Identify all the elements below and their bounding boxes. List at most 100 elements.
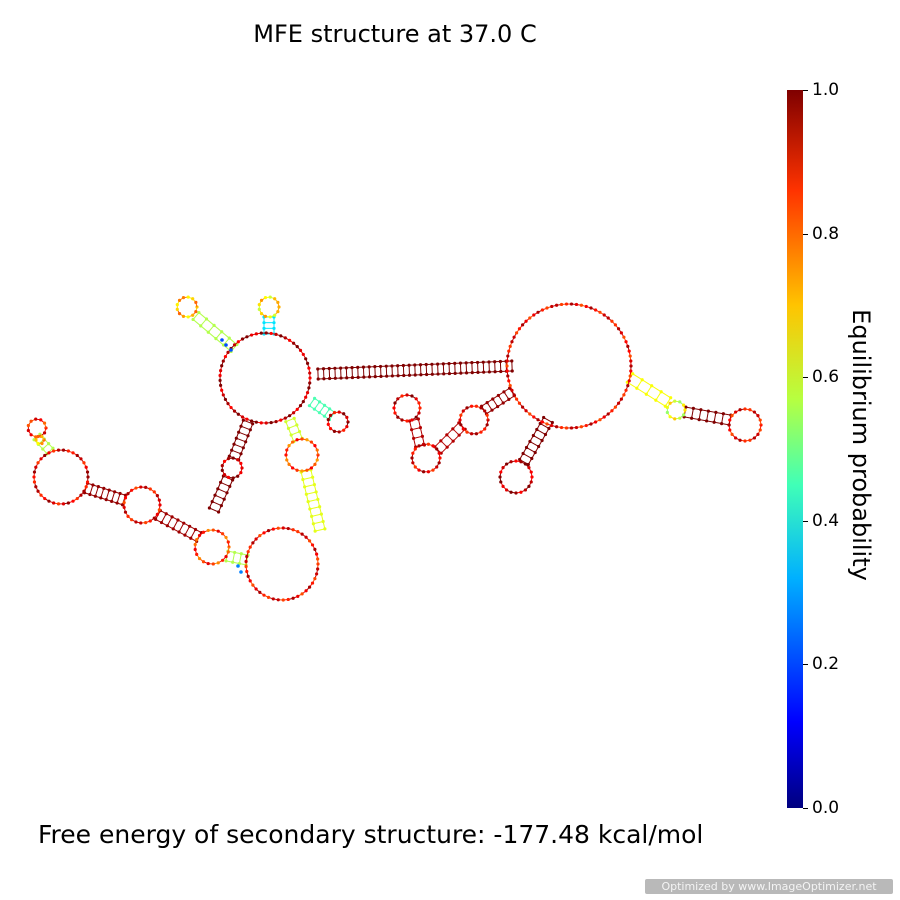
- nucleotide: [251, 583, 255, 587]
- nucleotide: [295, 438, 299, 442]
- colorbar-tick-label: 0.6: [812, 367, 840, 387]
- nucleotide: [313, 462, 317, 467]
- nucleotide: [115, 501, 119, 505]
- nucleotide: [356, 365, 360, 369]
- nucleotide: [32, 475, 36, 479]
- nucleotide: [501, 465, 505, 470]
- nucleotide: [526, 462, 530, 467]
- nucleotide: [286, 426, 291, 430]
- nucleotide: [631, 372, 635, 376]
- nucleotide: [216, 529, 220, 533]
- nucleotide: [304, 357, 308, 361]
- nucleotide: [413, 447, 417, 451]
- colorbar-tick: [803, 521, 808, 522]
- base-pair: [243, 419, 253, 425]
- nucleotide: [42, 431, 47, 435]
- nucleotide: [298, 404, 303, 408]
- nucleotide: [197, 533, 202, 538]
- stem-backbone: [293, 418, 303, 439]
- nucleotide: [201, 530, 206, 534]
- nucleotide: [239, 570, 243, 574]
- nucleotide: [361, 365, 366, 369]
- nucleotide: [29, 419, 33, 423]
- nucleotide: [288, 338, 292, 342]
- nucleotide: [435, 447, 439, 451]
- nucleotide: [182, 521, 186, 525]
- nucleotide: [402, 373, 406, 378]
- nucleotide: [504, 462, 509, 466]
- nucleotide: [564, 302, 569, 306]
- nucleotide: [569, 302, 574, 306]
- nucleotide: [523, 488, 528, 492]
- base-pair: [311, 513, 322, 517]
- nucleotide: [193, 547, 197, 552]
- nucleotide: [319, 512, 323, 516]
- nucleotide: [453, 361, 457, 365]
- nucleotide: [244, 559, 248, 564]
- nucleotide: [148, 487, 152, 491]
- nucleotide: [295, 423, 299, 427]
- nucleotide: [222, 497, 226, 501]
- nucleotide: [521, 451, 525, 456]
- nucleotide: [528, 439, 532, 444]
- nucleotide: [257, 307, 261, 311]
- base-pair: [217, 488, 228, 494]
- nucleotide: [579, 425, 584, 429]
- nucleotide: [274, 332, 278, 336]
- nucleotide: [531, 433, 535, 438]
- nucleotide: [593, 308, 598, 312]
- nucleotide: [378, 364, 383, 369]
- nucleotide: [310, 543, 315, 547]
- nucleotide: [223, 354, 228, 359]
- nucleotide: [46, 442, 51, 446]
- nucleotide: [598, 418, 602, 422]
- colorbar-tick: [803, 664, 808, 665]
- nucleotide: [413, 363, 417, 367]
- nucleotide: [110, 499, 114, 503]
- nucleotide: [598, 310, 602, 314]
- nucleotide: [481, 360, 485, 364]
- nucleotide: [34, 417, 38, 421]
- nucleotide: [99, 496, 103, 500]
- nucleotide: [222, 473, 227, 477]
- nucleotide: [714, 410, 718, 415]
- nucleotide: [681, 413, 686, 417]
- nucleotide: [720, 421, 724, 426]
- nucleotide: [290, 440, 295, 444]
- nucleotide: [384, 364, 388, 368]
- nucleotide: [310, 514, 314, 519]
- nucleotide: [171, 527, 175, 531]
- nucleotide: [274, 420, 278, 424]
- nucleotide: [437, 451, 441, 455]
- nucleotide: [743, 407, 747, 411]
- nucleotide: [292, 341, 296, 345]
- nucleotide: [79, 457, 83, 461]
- nucleotide: [569, 426, 574, 430]
- nucleotide: [220, 338, 224, 342]
- nucleotide: [308, 381, 312, 385]
- nucleotide: [220, 558, 225, 562]
- nucleotide: [758, 418, 762, 422]
- nucleotide: [545, 306, 549, 310]
- nucleotide: [510, 369, 514, 373]
- stem-backbone: [285, 421, 295, 442]
- nucleotide: [245, 417, 249, 421]
- nucleotide: [309, 466, 314, 470]
- nucleotide: [584, 304, 588, 309]
- nucleotide: [524, 319, 528, 323]
- nucleotide: [130, 488, 134, 492]
- nucleotide: [188, 524, 192, 528]
- base-pair: [220, 481, 230, 487]
- nucleotide: [287, 462, 291, 467]
- nucleotide: [34, 485, 38, 489]
- nucleotide: [527, 465, 531, 470]
- nucleotide: [327, 366, 331, 371]
- nucleotide: [501, 484, 505, 489]
- nucleotide: [400, 394, 404, 398]
- nucleotide: [665, 410, 669, 415]
- base-pair: [655, 391, 662, 401]
- nucleotide: [524, 409, 528, 413]
- nucleotide: [470, 361, 474, 365]
- nucleotide: [540, 438, 544, 443]
- nucleotide: [496, 393, 500, 398]
